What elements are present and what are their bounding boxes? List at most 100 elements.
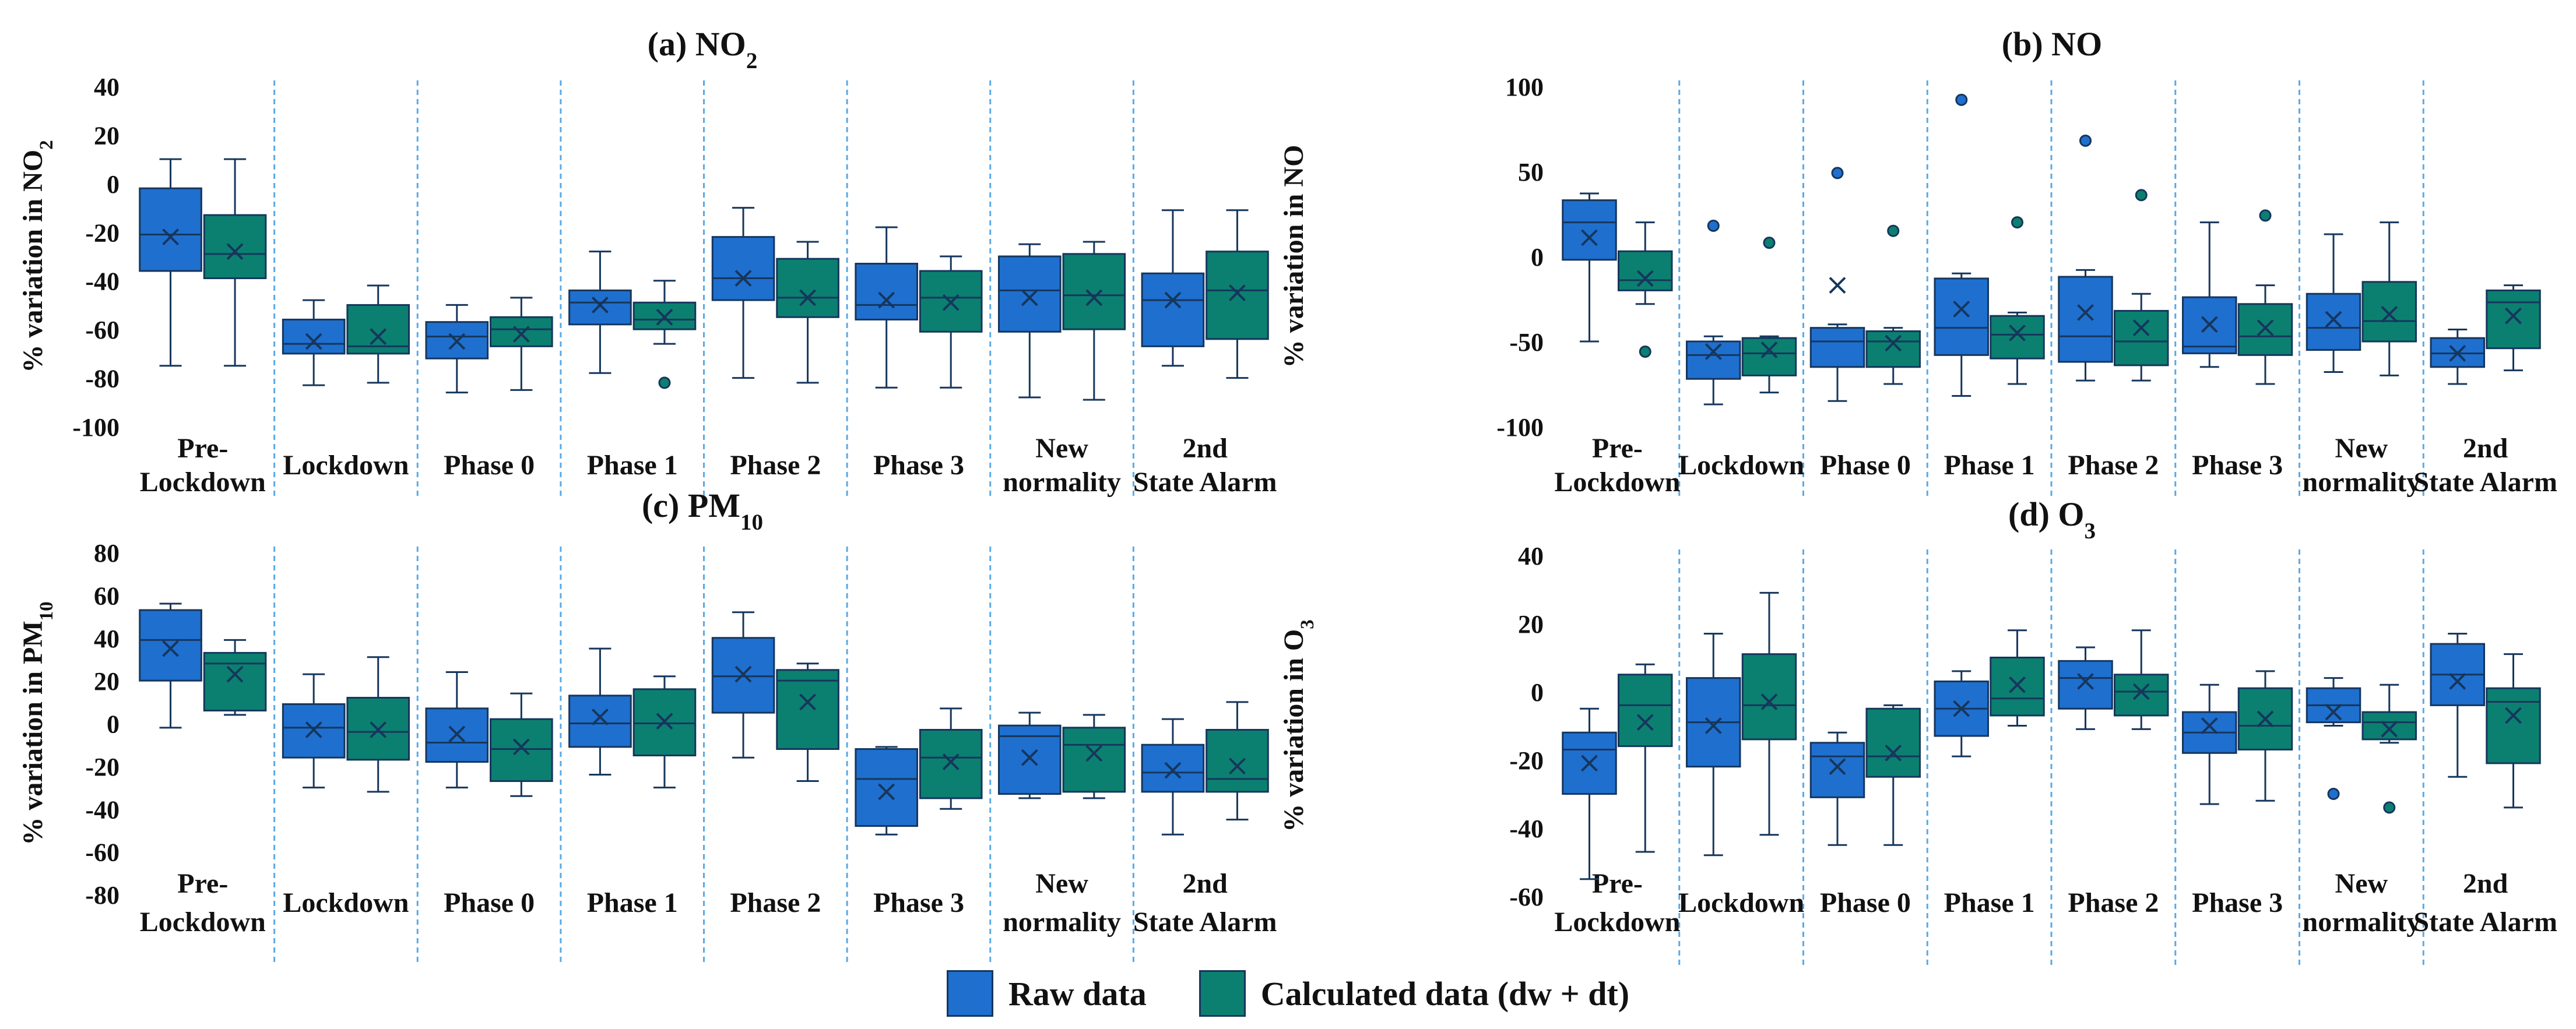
- box-calc: [2114, 189, 2169, 382]
- category-label: Lockdown: [140, 467, 266, 498]
- legend-label-raw: Raw data: [1008, 974, 1147, 1013]
- box-raw: [2430, 329, 2485, 385]
- category-label: Phase 1: [1944, 450, 2035, 481]
- mean-marker: [2449, 673, 2466, 690]
- outlier-point: [1955, 93, 1968, 106]
- category-label: Lockdown: [140, 907, 266, 938]
- y-tick-label: -20: [1509, 746, 1544, 775]
- chart-title-sub: 3: [2085, 519, 2096, 544]
- box-raw: [2058, 134, 2113, 382]
- mean-marker: [448, 725, 466, 743]
- box-calc: [2237, 670, 2293, 802]
- box-iqr: [2114, 309, 2169, 367]
- mean-marker: [1705, 343, 1722, 360]
- category-label: Phase 2: [2068, 450, 2159, 481]
- box-iqr: [1809, 742, 1865, 798]
- box-calc: [2361, 221, 2417, 376]
- outlier-point: [658, 376, 671, 389]
- y-axis-label-main: % variation in PM: [17, 621, 48, 845]
- box-raw: [1141, 718, 1205, 836]
- box-calc: [346, 656, 410, 793]
- box-raw: [1934, 93, 1989, 397]
- y-axis-label-main: % variation in O: [1278, 629, 1309, 832]
- mean-marker: [656, 713, 673, 730]
- y-tick-label: 0: [1531, 243, 1544, 272]
- mean-marker: [2505, 707, 2522, 724]
- y-axis-label: % variation in NO2: [17, 140, 57, 372]
- mean-marker: [942, 294, 960, 311]
- chart-title-sub: 2: [746, 48, 758, 73]
- mean-marker: [2009, 324, 2026, 341]
- mean-marker: [226, 243, 244, 260]
- box-raw: [1809, 731, 1865, 846]
- category-label: Pre-: [1592, 868, 1643, 899]
- box-calc: [2114, 629, 2169, 730]
- mean-marker: [512, 326, 530, 343]
- mean-marker: [1085, 745, 1103, 762]
- box-raw: [282, 673, 346, 789]
- box-calc: [1618, 663, 1673, 853]
- mean-marker: [1636, 270, 1654, 287]
- box-raw: [425, 304, 489, 394]
- category-label: Pre-: [177, 433, 228, 464]
- mean-marker: [1829, 277, 1846, 294]
- box-iqr: [919, 729, 983, 799]
- outlier-point: [1639, 346, 1651, 358]
- mean-marker: [226, 665, 244, 683]
- category-label: New: [1035, 433, 1088, 464]
- chart-title: (a) NO2: [648, 25, 758, 73]
- mean-marker: [305, 333, 322, 350]
- mean-marker: [2009, 676, 2026, 693]
- box-calc: [2237, 209, 2293, 385]
- box-iqr: [1934, 277, 1989, 356]
- mean-marker: [735, 270, 752, 287]
- box-iqr: [1741, 337, 1797, 376]
- box-iqr: [1990, 657, 2045, 717]
- category-label: Pre-: [1592, 433, 1643, 464]
- box-iqr: [2361, 281, 2417, 343]
- category-label: New: [2335, 433, 2388, 464]
- y-tick-label: -40: [85, 267, 120, 296]
- legend-swatch-calculated: [1199, 970, 1246, 1017]
- mean-marker: [1581, 755, 1598, 772]
- mean-marker: [2325, 703, 2342, 721]
- box-calc: [2361, 683, 2417, 814]
- mean-marker: [1885, 744, 1902, 762]
- category-label: Phase 3: [873, 450, 964, 481]
- outlier-point: [2011, 216, 2023, 229]
- box-calc: [490, 297, 553, 391]
- legend-swatch-raw: [946, 970, 993, 1017]
- chart-title-main: (b) NO: [2002, 25, 2102, 63]
- mean-marker: [370, 328, 387, 346]
- box-calc: [776, 241, 839, 384]
- mean-marker: [1164, 762, 1182, 779]
- box-iqr: [2306, 293, 2361, 351]
- category-label: Phase 3: [2192, 887, 2283, 918]
- y-tick-label: -100: [72, 413, 120, 442]
- box-iqr: [711, 236, 775, 301]
- category-label: 2nd: [1182, 433, 1228, 464]
- box-iqr: [776, 258, 839, 318]
- mean-marker: [370, 721, 387, 738]
- mean-marker: [1164, 291, 1182, 309]
- category-label: Lockdown: [1554, 467, 1680, 498]
- mean-marker: [1760, 341, 1778, 359]
- mean-marker: [2381, 720, 2398, 738]
- category-label: Phase 2: [2068, 887, 2159, 918]
- box-calc: [632, 280, 697, 389]
- category-label: 2nd: [2463, 433, 2508, 464]
- mean-marker: [448, 333, 466, 350]
- mean-marker: [1021, 749, 1038, 766]
- chart-title: (c) PM10: [642, 487, 763, 535]
- y-tick-label: 60: [94, 582, 120, 610]
- category-label: Phase 1: [587, 450, 678, 481]
- box-raw: [282, 299, 346, 386]
- mean-marker: [162, 228, 179, 246]
- y-tick-label: -80: [85, 881, 120, 910]
- category-label: normality: [1003, 467, 1121, 498]
- box-calc: [203, 158, 267, 367]
- box-iqr: [139, 609, 202, 682]
- box-raw: [1686, 633, 1741, 857]
- mean-marker: [656, 308, 673, 326]
